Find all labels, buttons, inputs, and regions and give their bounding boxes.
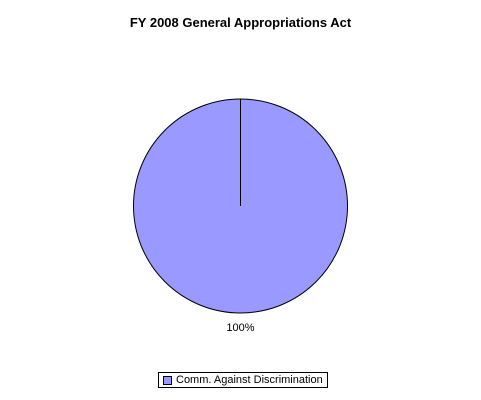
legend-swatch	[163, 375, 172, 385]
chart-title: FY 2008 General Appropriations Act	[129, 15, 352, 30]
chart-legend: Comm. Against Discrimination	[158, 372, 328, 388]
pie-data-label: 100%	[226, 322, 254, 334]
legend-label: Comm. Against Discrimination	[176, 374, 323, 386]
